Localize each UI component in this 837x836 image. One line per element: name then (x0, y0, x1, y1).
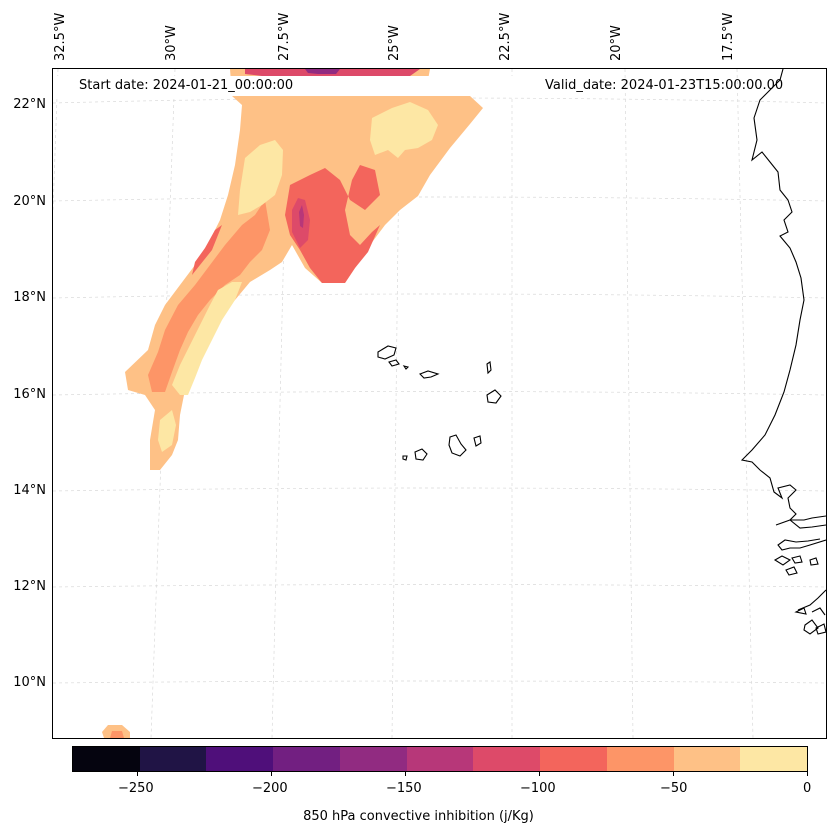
colorbar-cell (73, 747, 140, 771)
colorbar-label: 850 hPa convective inhibition (j/Kg) (303, 809, 534, 824)
colorbar (72, 746, 808, 772)
cin-contours (102, 69, 483, 738)
colorbar-cell (406, 747, 474, 771)
island-santiago (448, 434, 467, 457)
colorbar-tick-label: −50 (660, 781, 688, 796)
colorbar-tick-label: −150 (386, 781, 422, 796)
longitude-label-27-5w: 27.5°W (277, 12, 292, 61)
colorbar-tick-label: −250 (118, 781, 154, 796)
colorbar-tickmark (539, 772, 540, 776)
contour-band-minus25-0-south (172, 282, 242, 395)
lat-gridline-14n (53, 487, 826, 492)
african-coastline (740, 69, 826, 521)
island-sao-nicolau (419, 370, 440, 379)
colorbar-cell (606, 747, 674, 771)
colorbar-tick-label: −200 (252, 781, 288, 796)
colorbar-tickmark (271, 772, 272, 776)
lon-gridline-17-5w (736, 69, 754, 738)
latitude-label-10n: 10°N (13, 675, 46, 690)
contour-band-minus25-0-tail (158, 410, 176, 452)
longitude-label-22-5w: 22.5°W (498, 12, 513, 61)
latitude-label-22n: 22°N (13, 97, 46, 112)
contour-band-minus75-minus50-southwest (110, 731, 124, 738)
island-boa-vista (486, 389, 502, 404)
contour-band-minus25-0-north (370, 102, 438, 158)
island-sao-vicente (388, 359, 400, 367)
colorbar-tickmark (405, 772, 406, 776)
longitude-label-20w: 20°W (609, 25, 624, 61)
lat-gridline-10n (53, 680, 826, 684)
colorbar-tick-label: 0 (803, 781, 812, 796)
lat-gridline-20n (53, 196, 826, 202)
contour-band-minus150-minus125 (299, 205, 304, 228)
latitude-label-16n: 16°N (13, 387, 46, 402)
latitude-label-18n: 18°N (13, 290, 46, 305)
colorbar-cell (473, 747, 541, 771)
latitude-label-12n: 12°N (13, 579, 46, 594)
coastlines (377, 69, 826, 635)
contour-band-minus100-minus75-west (192, 225, 222, 275)
bijagos-islands (773, 555, 819, 576)
colorbar-cell (540, 747, 607, 771)
colorbar-tickmark (807, 772, 808, 776)
valid-date-label: Valid_date: 2024-01-23T15:00:00.00 (545, 78, 784, 93)
colorbar-cell (139, 747, 207, 771)
colorbar-cell (339, 747, 407, 771)
longitude-label-25w: 25°W (387, 25, 402, 61)
island-maio (473, 435, 482, 447)
contour-band-minus75-minus50 (148, 200, 270, 392)
longitude-label-17-5w: 17.5°W (721, 12, 736, 61)
senegal-river-coast (777, 538, 826, 551)
latitude-label-20n: 20°N (13, 194, 46, 209)
island-brava (402, 455, 408, 461)
colorbar-tick-label: −100 (520, 781, 556, 796)
colorbar-cell (273, 747, 340, 771)
island-fogo (414, 448, 428, 461)
colorbar-cell (206, 747, 274, 771)
colorbar-tickmark (137, 772, 138, 776)
longitude-label-30w: 30°W (164, 25, 179, 61)
lat-gridline-12n (53, 584, 826, 588)
latitude-label-14n: 14°N (13, 483, 46, 498)
colorbar-tickmark (673, 772, 674, 776)
colorbar-cell (673, 747, 741, 771)
contour-band-minus25-0-west (238, 140, 283, 215)
lat-gridline-18n (53, 293, 826, 299)
start-date-label: Start date: 2024-01-21_00:00:00 (79, 78, 294, 93)
contour-band-minus175-minus150-top (305, 69, 340, 74)
gridlines (53, 69, 826, 738)
contour-band-minus100-minus75 (285, 165, 380, 283)
contour-header-mask (53, 76, 545, 96)
island-santo-antao (377, 345, 397, 360)
longitude-label-32-5w: 32.5°W (53, 12, 68, 61)
contour-band-minus50-minus25 (125, 69, 483, 470)
guinea-bissau-coast (794, 589, 826, 635)
island-santa-luzia (402, 365, 410, 370)
colorbar-cell (740, 747, 808, 771)
island-sal (486, 361, 492, 375)
lon-gridline-20w (624, 69, 634, 738)
gambia-coast (775, 519, 826, 529)
